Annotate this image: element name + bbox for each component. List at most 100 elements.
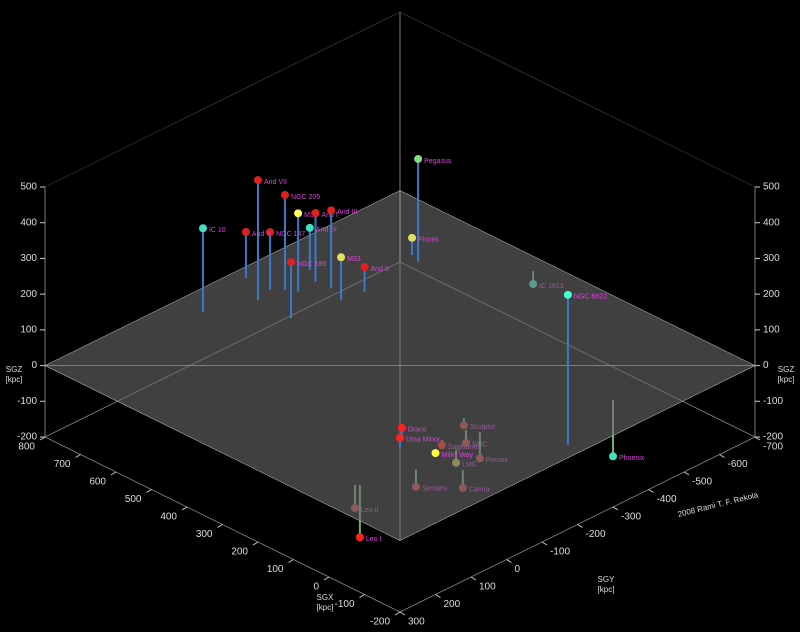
x-axis-label: SGX xyxy=(317,593,335,602)
x-tick xyxy=(75,454,81,458)
z-axis-label: SGZ xyxy=(778,365,795,374)
z-tick-label: 400 xyxy=(20,217,37,228)
y-axis-label: SGY xyxy=(598,575,616,584)
plane-layer xyxy=(44,190,756,541)
box-edge xyxy=(44,11,401,188)
galaxy xyxy=(431,449,440,458)
galaxy xyxy=(397,423,406,432)
galaxy-label: And VII xyxy=(264,179,287,186)
y-tick xyxy=(506,559,512,563)
galaxy xyxy=(287,258,296,267)
x-tick-label: 0 xyxy=(313,582,319,593)
x-tick xyxy=(146,489,152,493)
y-tick-label: -200 xyxy=(586,529,606,540)
galaxy xyxy=(266,228,275,237)
x-tick-label: 700 xyxy=(54,459,71,470)
y-tick xyxy=(399,611,406,616)
galaxy xyxy=(337,253,346,262)
y-tick xyxy=(683,471,690,476)
galaxy-label: Milky Way xyxy=(442,452,474,459)
galaxy-label: M33 xyxy=(347,256,361,263)
galaxy-label: NGC 6822 xyxy=(574,294,607,301)
galaxy-label: Phoenix xyxy=(619,455,645,462)
y-tick xyxy=(612,506,619,511)
x-tick-label: 200 xyxy=(231,547,248,558)
galaxy xyxy=(396,433,404,442)
galaxy-label: NGC 147 xyxy=(276,231,305,238)
galaxy-label: And III xyxy=(337,209,357,216)
galaxy xyxy=(311,208,320,217)
galaxy-label: Pegasus xyxy=(424,158,452,165)
galaxy-label: M31 xyxy=(304,212,318,219)
y-tick-label: 100 xyxy=(479,582,496,593)
y-tick-label: 200 xyxy=(444,599,461,610)
z-tick-label: -100 xyxy=(763,396,783,407)
z-axis-unit: [kpc] xyxy=(6,375,23,384)
galaxy xyxy=(327,206,336,215)
z-tick-label: -100 xyxy=(17,396,37,407)
galaxy xyxy=(414,154,423,163)
x-tick xyxy=(288,559,294,563)
x-tick xyxy=(252,541,259,546)
z-axis-unit: [kpc] xyxy=(778,375,795,384)
y-tick xyxy=(648,489,654,493)
galaxy-label: And V xyxy=(252,231,271,238)
y-tick xyxy=(470,576,477,581)
box-edge xyxy=(399,11,756,188)
x-tick-label: 800 xyxy=(18,442,35,453)
y-tick-label: -500 xyxy=(692,477,712,488)
y-tick-label: -400 xyxy=(657,494,677,505)
y-tick xyxy=(719,454,725,458)
x-axis-unit: [kpc] xyxy=(317,603,334,612)
y-tick xyxy=(577,524,583,528)
galaxy xyxy=(254,176,262,185)
x-tick-label: 500 xyxy=(125,494,142,505)
galaxy-label: NGC 185 xyxy=(297,261,326,268)
z-tick-label: 0 xyxy=(31,360,37,371)
galaxy-label: NGC 205 xyxy=(291,194,320,201)
z-tick-label: 400 xyxy=(763,217,780,228)
z-tick-label: 300 xyxy=(763,253,780,264)
x-tick xyxy=(323,576,330,581)
x-tick-label: -200 xyxy=(370,617,390,628)
galaxy-label: And I xyxy=(322,212,338,219)
z-tick-label: 500 xyxy=(20,182,37,193)
z-tick-label: 0 xyxy=(763,360,769,371)
galaxy xyxy=(294,209,303,218)
galaxy-label: Ursa Minor xyxy=(406,437,441,444)
galaxy-label: And II xyxy=(371,266,389,273)
galaxy xyxy=(360,263,369,272)
y-tick-label: -600 xyxy=(728,459,748,470)
galaxy-label: Pisces xyxy=(418,237,439,244)
galaxy xyxy=(563,290,572,299)
galaxy-label: Leo I xyxy=(366,536,382,543)
x-tick-label: 300 xyxy=(196,529,213,540)
x-tick-label: 100 xyxy=(267,564,284,575)
galaxy xyxy=(280,190,289,199)
galaxy xyxy=(609,452,617,461)
z-tick-label: 500 xyxy=(763,182,780,193)
x-tick xyxy=(394,611,401,616)
x-tick xyxy=(110,471,117,476)
z-tick-label: 100 xyxy=(763,324,780,335)
galaxy xyxy=(408,233,417,242)
x-tick xyxy=(181,506,188,511)
y-axis-unit: [kpc] xyxy=(598,585,615,594)
x-tick-label: -100 xyxy=(334,599,354,610)
axes: SGX [kpc] SGY [kpc] SGZ [kpc] SGZ [kpc] … xyxy=(6,182,795,628)
x-tick-label: 600 xyxy=(89,477,106,488)
z-tick-label: 200 xyxy=(20,289,37,300)
galaxy-label: Draco xyxy=(408,427,427,434)
z-tick-label: 100 xyxy=(20,324,37,335)
y-tick-label: -700 xyxy=(763,442,783,453)
x-tick xyxy=(217,524,223,528)
y-tick-label: 0 xyxy=(515,564,521,575)
galaxy xyxy=(305,223,314,232)
z-axis-label: SGZ xyxy=(6,365,23,374)
z-tick-label: 300 xyxy=(20,253,37,264)
z-tick-label: -200 xyxy=(763,432,783,443)
galaxy xyxy=(355,533,364,542)
x-tick xyxy=(359,594,365,598)
